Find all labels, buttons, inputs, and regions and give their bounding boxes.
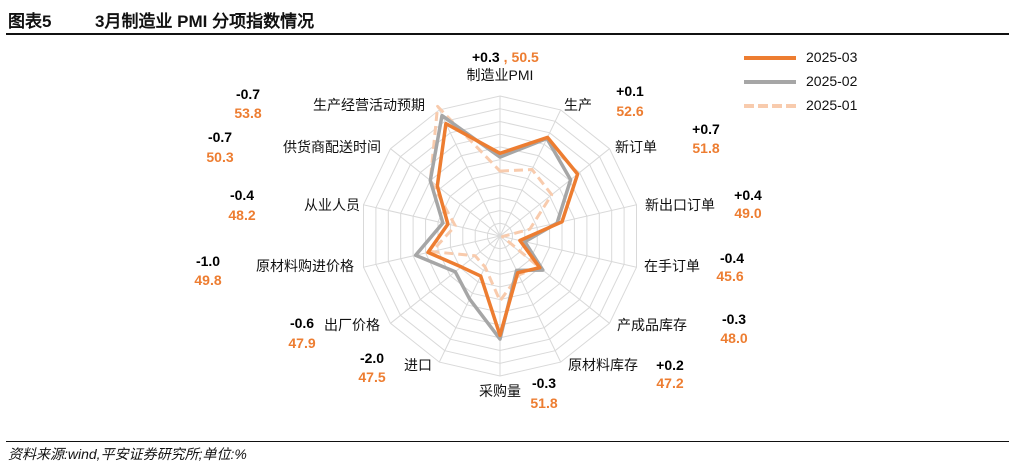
top-rule xyxy=(6,33,1009,35)
legend-swatch-2025-01 xyxy=(744,104,796,108)
grid-spoke xyxy=(438,109,501,237)
axis-latest-value: 47.9 xyxy=(288,335,315,351)
legend-label-2025-03: 2025-03 xyxy=(806,49,858,65)
axis-label: 制造业PMI xyxy=(467,67,534,83)
axis-change-value: -0.7 xyxy=(236,86,260,102)
axis-latest-value: 49.8 xyxy=(194,272,221,288)
source-note: 资料来源:wind,平安证券研究所;单位:% xyxy=(8,446,247,462)
axis-label: 供货商配送时间 xyxy=(283,139,381,155)
axis-change-value: +0.4 xyxy=(734,187,762,203)
axis-latest-value: 50.5 xyxy=(512,49,539,65)
axis-change-value: -2.0 xyxy=(360,350,384,366)
axis-latest-value: 48.2 xyxy=(228,207,255,223)
axis-change-value: -0.3 xyxy=(532,375,556,391)
figure-title: 3月制造业 PMI 分项指数情况 xyxy=(95,12,315,31)
series-2025-02 xyxy=(413,113,573,341)
legend: 2025-03 2025-02 2025-01 xyxy=(744,46,924,118)
legend-label-2025-02: 2025-02 xyxy=(806,73,858,89)
figure-header: 图表5 3月制造业 PMI 分项指数情况 xyxy=(0,0,1014,36)
axis-label: 在手订单 xyxy=(644,258,700,274)
grid-spoke xyxy=(499,109,562,237)
axis-latest-value: 53.8 xyxy=(234,105,261,121)
axis-change-label: +0.3, 50.5 xyxy=(472,49,539,65)
axis-latest-value: 52.6 xyxy=(616,103,643,119)
legend-swatch-2025-03 xyxy=(744,56,796,60)
axis-label: 原材料库存 xyxy=(568,357,638,373)
axis-label: 进口 xyxy=(404,357,432,373)
axis-label: 生产经营活动预期 xyxy=(313,97,425,113)
radar-chart: 制造业PMI +0.3, 50.5 生产 +0.1 52.6 新订单 +0.7 51.8 新出口订… xyxy=(194,49,762,411)
legend-item-2025-03: 2025-03 xyxy=(744,46,924,70)
axis-change-value: +0.1 xyxy=(616,83,644,99)
legend-item-2025-02: 2025-02 xyxy=(744,70,924,94)
axis-change-value: -0.3 xyxy=(722,311,746,327)
axis-latest-value: 50.3 xyxy=(206,149,233,165)
legend-label-2025-01: 2025-01 xyxy=(806,97,858,113)
axis-label: 出厂价格 xyxy=(324,317,380,333)
axis-label: 采购量 xyxy=(479,383,521,399)
axis-latest-value: 45.6 xyxy=(716,268,743,284)
axis-latest-value: 51.8 xyxy=(692,140,719,156)
axis-latest-value: 51.8 xyxy=(530,395,557,411)
axis-change-value: +0.2 xyxy=(656,357,684,373)
series-2025-03 xyxy=(426,121,580,338)
axis-change-value: +0.3 xyxy=(472,49,500,65)
grid-spoke xyxy=(390,148,501,237)
radar-labels: 制造业PMI +0.3, 50.5 生产 +0.1 52.6 新订单 +0.7 51.8 新出口订… xyxy=(194,49,762,411)
axis-label: 新订单 xyxy=(615,139,657,155)
grid-spoke xyxy=(499,148,610,237)
axis-latest-value: 47.2 xyxy=(656,375,683,391)
legend-item-2025-01: 2025-01 xyxy=(744,94,924,118)
axis-label: 从业人员 xyxy=(304,197,360,213)
grid-spoke xyxy=(390,235,501,324)
grid-spoke xyxy=(363,204,501,237)
axis-change-value: -0.6 xyxy=(290,315,314,331)
axis-latest-value: 48.0 xyxy=(720,330,747,346)
axis-label: 新出口订单 xyxy=(645,197,715,213)
axis-label: 产成品库存 xyxy=(617,317,687,333)
figure-number: 图表5 xyxy=(8,12,52,31)
axis-latest-value: 49.0 xyxy=(734,205,761,221)
radar-series xyxy=(413,104,580,341)
legend-swatch-2025-02 xyxy=(744,80,796,84)
axis-change-value: +0.7 xyxy=(692,121,720,137)
axis-sep: , xyxy=(504,49,508,65)
bottom-rule xyxy=(6,441,1009,442)
axis-change-value: -0.4 xyxy=(720,250,744,266)
axis-label: 原材料购进价格 xyxy=(256,258,354,274)
axis-change-value: -0.4 xyxy=(230,187,254,203)
axis-latest-value: 47.5 xyxy=(358,369,385,385)
axis-change-value: -1.0 xyxy=(196,253,220,269)
axis-label: 生产 xyxy=(564,97,592,113)
grid-spoke xyxy=(499,235,637,268)
axis-change-value: -0.7 xyxy=(208,129,232,145)
grid-spoke xyxy=(499,235,562,363)
